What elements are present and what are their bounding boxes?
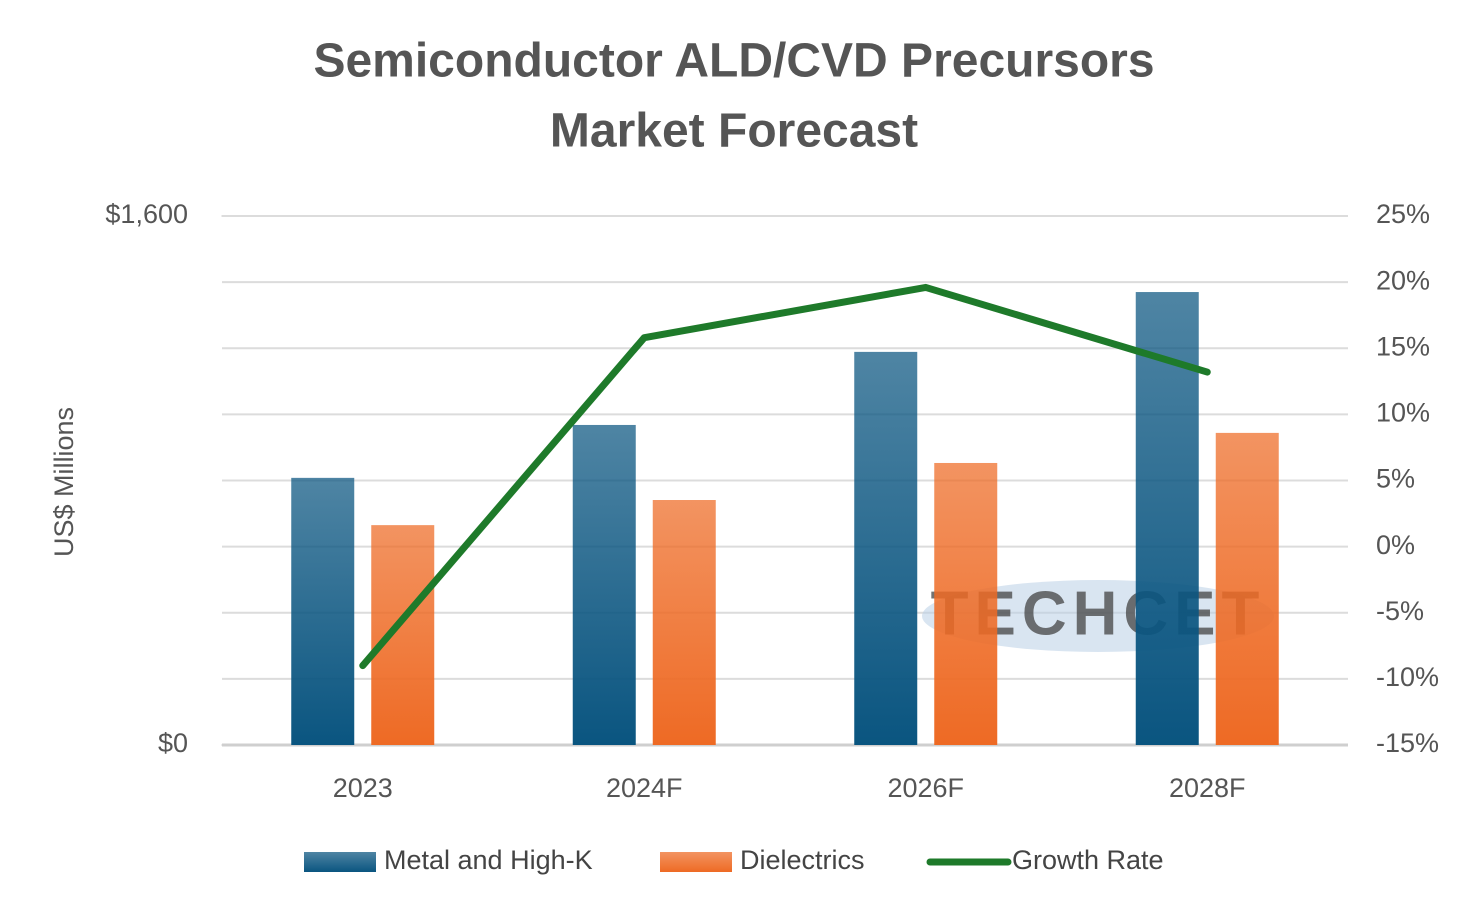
y2-tick-label: -10% [1376,662,1439,692]
y-tick-label: $1,600 [105,199,188,229]
x-tick-label: 2023 [333,773,393,803]
bar [572,424,636,745]
bar [291,477,355,745]
y2-tick-label: 20% [1376,265,1430,295]
legend-label: Growth Rate [1012,845,1164,875]
y2-tick-label: -5% [1376,596,1424,626]
bar [1215,432,1279,745]
bar [934,462,998,745]
chart-title: Semiconductor ALD/CVD Precursors [313,35,1154,88]
legend-label: Metal and High-K [384,845,593,875]
chart-title: Market Forecast [550,105,918,158]
bar [652,500,716,745]
y2-tick-label: 0% [1376,530,1415,560]
legend-swatch [304,852,376,872]
line [359,283,1211,670]
y2-tick-label: 10% [1376,398,1430,428]
y-axis-label: US$ Millions [49,407,79,557]
y2-tick-label: -15% [1376,728,1439,758]
x-tick-label: 2024F [606,773,683,803]
y-tick-label: $0 [158,728,188,758]
x-tick-label: 2028F [1169,773,1246,803]
legend-swatch [660,852,732,872]
y2-tick-label: 15% [1376,331,1430,361]
bar [854,351,918,745]
y2-tick-label: 25% [1376,199,1430,229]
bar [371,525,435,745]
y2-tick-label: 5% [1376,464,1415,494]
legend-label: Dielectrics [740,845,865,875]
x-tick-label: 2026F [887,773,964,803]
